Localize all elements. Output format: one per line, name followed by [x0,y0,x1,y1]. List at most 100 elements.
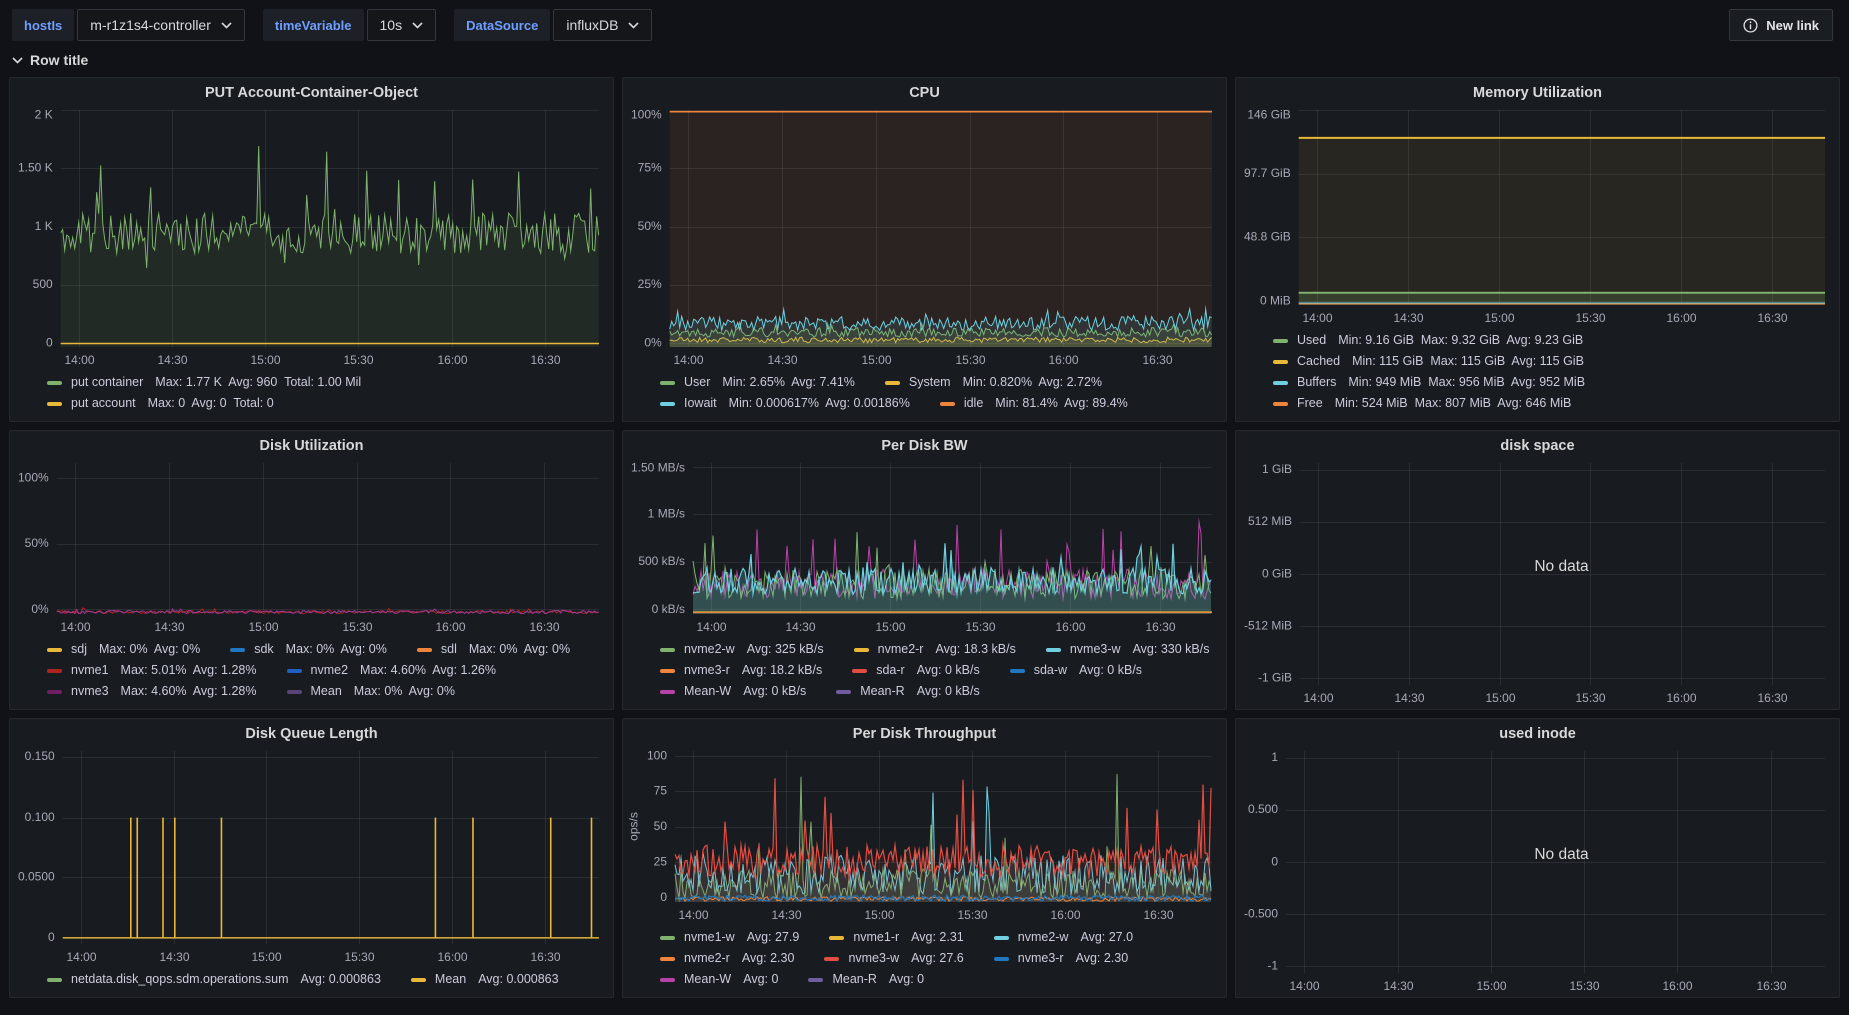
panel-memory-utilization: Memory Utilization Used Min: 9.16 GiB Max… [1235,77,1840,422]
new-link-button[interactable]: New link [1729,9,1833,41]
legend-item[interactable]: Buffers Min: 949 MiB Max: 956 MiB Avg: 95… [1273,372,1585,393]
legend-item[interactable]: nvme3-r Avg: 2.30 [993,948,1128,969]
legend-item[interactable]: netdata.disk_qops.sdm.operations.sum Avg:… [47,969,381,990]
series-name: nvme3-w [1069,642,1121,656]
legend-row: Used Min: 9.16 GiB Max: 9.32 GiB Avg: 9.2… [1273,330,1829,351]
legend-row: nvme1-w Avg: 27.9 nvme1-r Avg: 2.31 nvme2-w A… [660,927,1216,948]
panel-grid: PUT Account-Container-Object put contain… [0,77,1849,998]
chart-canvas[interactable] [1236,455,1839,709]
chart-canvas[interactable] [10,455,613,638]
legend-item[interactable]: sda-w Avg: 0 kB/s [1009,660,1142,681]
legend-item[interactable]: sda-r Avg: 0 kB/s [852,660,980,681]
series-stats: Avg: 18.3 kB/s [935,642,1016,656]
panel-title[interactable]: PUT Account-Container-Object [205,85,418,101]
legend-row: nvme1 Max: 5.01% Avg: 1.28% nvme2 Max: 4.60… [47,660,603,681]
legend-item[interactable]: sdk Max: 0% Avg: 0% [230,639,387,660]
series-stats: Min: 0.000617% Avg: 0.00186% [728,396,910,410]
legend-item[interactable]: Iowait Min: 0.000617% Avg: 0.00186% [660,393,910,414]
legend-item[interactable]: User Min: 2.65% Avg: 7.41% [660,372,855,393]
legend-item[interactable]: nvme2-w Avg: 27.0 [993,927,1133,948]
legend-item[interactable]: nvme1-r Avg: 2.31 [829,927,964,948]
legend-row: Buffers Min: 949 MiB Max: 956 MiB Avg: 95… [1273,372,1829,393]
chart-canvas[interactable] [1236,743,1839,997]
panel-title[interactable]: used inode [1499,726,1576,742]
panel-title[interactable]: Per Disk Throughput [852,726,997,742]
legend-item[interactable]: Mean Avg: 0.000863 [410,969,559,990]
chart-plot-area: No data [1236,455,1839,709]
legend-item[interactable]: Mean Max: 0% Avg: 0% [286,681,455,702]
legend: put container Max: 1.77 K Avg: 960 Total:… [10,371,613,421]
legend-item[interactable]: Free Min: 524 MiB Max: 807 MiB Avg: 646 M… [1273,393,1571,414]
series-stats: Max: 1.77 K Avg: 960 Total: 1.00 Mil [155,375,362,389]
panel-title[interactable]: Per Disk BW [881,438,968,454]
chart-canvas[interactable] [623,455,1226,638]
legend-item[interactable]: nvme1-w Avg: 27.9 [660,927,799,948]
series-color-swatch [660,689,675,694]
variable-value-dropdown[interactable]: influxDB [553,9,653,41]
dashboard-toolbar: hostIs m-r1z1s4-controller timeVariable … [0,0,1849,46]
chart-canvas[interactable] [1236,102,1839,329]
legend-item[interactable]: nvme2-r Avg: 2.30 [660,948,794,969]
row-header[interactable]: Row title [0,46,100,77]
legend-item[interactable]: Mean-R Avg: 0 kB/s [836,681,980,702]
series-stats: Avg: 325 kB/s [746,642,824,656]
legend-item[interactable]: nvme1 Max: 5.01% Avg: 1.28% [47,660,257,681]
series-name: Used [1297,333,1327,347]
chart-canvas[interactable] [623,102,1226,371]
legend-item[interactable]: nvme2 Max: 4.60% Avg: 1.26% [286,660,496,681]
series-name: Iowait [684,396,717,410]
row-collapse-chevron-icon [12,56,23,64]
legend-item[interactable]: Mean-W Avg: 0 kB/s [660,681,806,702]
legend-item[interactable]: Cached Min: 115 GiB Max: 115 GiB Avg: 115… [1273,351,1584,372]
chart-canvas[interactable] [623,743,1226,926]
series-stats: Avg: 0 [888,972,925,986]
legend-item[interactable]: idle Min: 81.4% Avg: 89.4% [939,393,1128,414]
legend-item[interactable]: Mean-R Avg: 0 [808,969,924,990]
series-color-swatch [660,401,675,406]
legend-item[interactable]: sdj Max: 0% Avg: 0% [47,639,200,660]
legend-item[interactable]: nvme3-w Avg: 27.6 [824,948,964,969]
series-color-swatch [1273,338,1288,343]
chart-plot-area [10,102,613,371]
panel-disk-space: disk space No data [1235,430,1840,710]
series-color-swatch [230,647,246,652]
panel-title[interactable]: Disk Queue Length [245,726,378,742]
legend-row: put account Max: 0 Avg: 0 Total: 0 [47,393,603,414]
series-stats: Avg: 18.2 kB/s [741,663,823,677]
panel-title[interactable]: Disk Utilization [259,438,364,454]
panel-title[interactable]: CPU [909,85,940,101]
series-color-swatch [1273,401,1288,406]
legend: nvme2-w Avg: 325 kB/s nvme2-r Avg: 18.3 kB/… [623,638,1226,709]
variable-value-dropdown[interactable]: m-r1z1s4-controller [77,9,245,41]
series-name: nvme2 [310,663,349,677]
panel-title[interactable]: disk space [1500,438,1575,454]
legend-item[interactable]: nvme3-w Avg: 330 kB/s [1045,639,1209,660]
series-color-swatch [836,689,852,694]
legend-item[interactable]: nvme2-r Avg: 18.3 kB/s [853,639,1016,660]
legend-item[interactable]: put container Max: 1.77 K Avg: 960 Total:… [47,372,361,393]
legend-item[interactable]: Mean-W Avg: 0 [660,969,778,990]
legend-item[interactable]: nvme3-r Avg: 18.2 kB/s [660,660,822,681]
series-color-swatch [1045,647,1061,652]
legend-item[interactable]: Used Min: 9.16 GiB Max: 9.32 GiB Avg: 9.2… [1273,330,1583,351]
series-color-swatch [660,668,675,673]
series-stats: Avg: 0 kB/s [916,684,980,698]
panel-per-disk-throughput: Per Disk Throughput nvme1-w Avg: 27.9 nvme… [622,718,1227,998]
chart-canvas[interactable] [10,743,613,968]
legend-item[interactable]: sdl Max: 0% Avg: 0% [416,639,570,660]
series-stats: Min: 2.65% Avg: 7.41% [722,375,855,389]
chart-canvas[interactable] [10,102,613,371]
variable-value-dropdown[interactable]: 10s [366,9,437,41]
variable-DataSource: DataSource influxDB [454,9,653,41]
legend-row: nvme2-r Avg: 2.30 nvme3-w Avg: 27.6 nvme3-r A… [660,948,1216,969]
series-name: idle [963,396,984,410]
legend-item[interactable]: nvme3 Max: 4.60% Avg: 1.28% [47,681,257,702]
panel-title[interactable]: Memory Utilization [1473,85,1602,101]
legend-item[interactable]: put account Max: 0 Avg: 0 Total: 0 [47,393,274,414]
legend-item[interactable]: System Min: 0.820% Avg: 2.72% [884,372,1102,393]
chevron-down-icon [412,21,423,29]
series-name: Mean-R [832,972,877,986]
series-name: sda-r [876,663,905,677]
series-name: nvme3-w [848,951,900,965]
legend-item[interactable]: nvme2-w Avg: 325 kB/s [660,639,824,660]
